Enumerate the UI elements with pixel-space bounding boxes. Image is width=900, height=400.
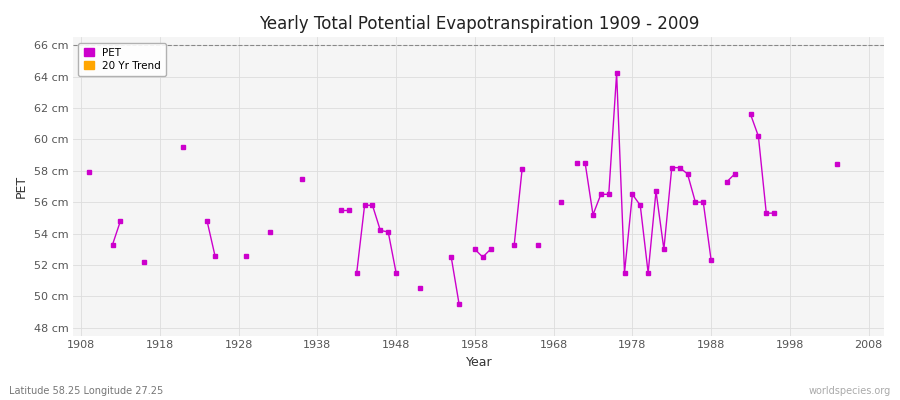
Text: worldspecies.org: worldspecies.org xyxy=(809,386,891,396)
Text: Latitude 58.25 Longitude 27.25: Latitude 58.25 Longitude 27.25 xyxy=(9,386,163,396)
Legend: PET, 20 Yr Trend: PET, 20 Yr Trend xyxy=(78,42,166,76)
Title: Yearly Total Potential Evapotranspiration 1909 - 2009: Yearly Total Potential Evapotranspiratio… xyxy=(258,15,699,33)
X-axis label: Year: Year xyxy=(465,356,492,369)
Y-axis label: PET: PET xyxy=(15,175,28,198)
